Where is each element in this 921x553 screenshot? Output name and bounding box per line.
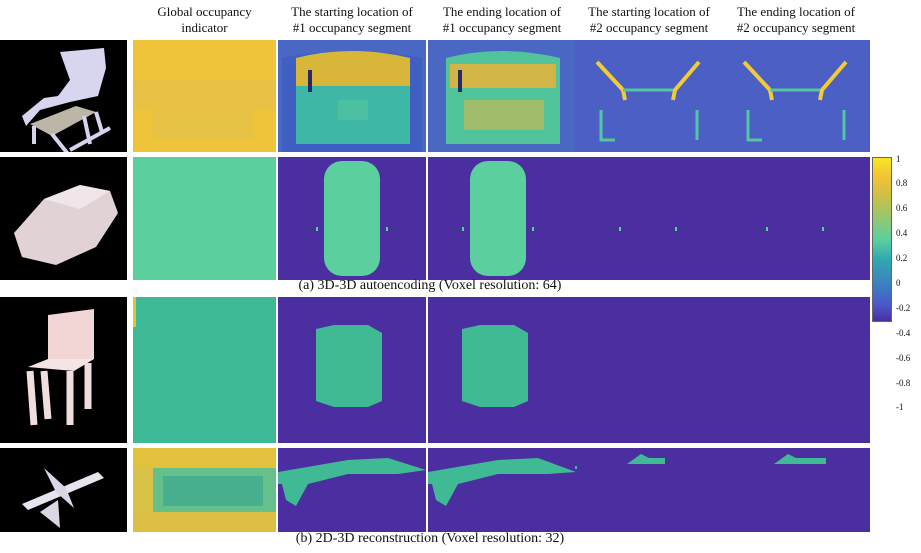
row3-start-seg1-map bbox=[278, 297, 426, 443]
row3-render-chair bbox=[0, 297, 127, 443]
colorbar-tick: -0.2 bbox=[896, 303, 911, 313]
header-global-occupancy: Global occupancy indicator bbox=[157, 4, 252, 35]
row3-end-seg2-map bbox=[722, 297, 870, 443]
colorbar-tick: 0 bbox=[896, 278, 901, 288]
row1-start-seg1-map bbox=[278, 40, 426, 152]
row1-end-seg1-map bbox=[428, 40, 576, 152]
row1-render-chair bbox=[0, 40, 127, 152]
header-start-seg2: The starting location of #2 occupancy se… bbox=[588, 4, 710, 35]
row4-start-seg1-map bbox=[278, 448, 426, 532]
row3-global-occupancy-map bbox=[133, 297, 276, 443]
colorbar bbox=[872, 157, 892, 322]
colorbar-tick: -0.6 bbox=[896, 353, 911, 363]
colorbar-tick: 0.4 bbox=[896, 228, 908, 238]
colorbar-tick: -0.8 bbox=[896, 378, 911, 388]
row2-end-seg1-map bbox=[428, 157, 576, 280]
row1-start-seg2-map bbox=[575, 40, 723, 152]
row4-end-seg2-map bbox=[722, 448, 870, 532]
header-start-seg1: The starting location of #1 occupancy se… bbox=[291, 4, 413, 35]
row2-end-seg2-map bbox=[722, 157, 870, 280]
colorbar-tick: -0.4 bbox=[896, 328, 911, 338]
header-end-seg1: The ending location of #1 occupancy segm… bbox=[442, 4, 562, 35]
colorbar-tick: 0.6 bbox=[896, 203, 908, 213]
row2-render-car bbox=[0, 157, 127, 280]
colorbar-tick: 1 bbox=[896, 154, 901, 164]
row4-render-airplane bbox=[0, 448, 127, 532]
colorbar-tick: -1 bbox=[896, 402, 904, 412]
row2-start-seg2-map bbox=[575, 157, 723, 280]
row1-end-seg2-map bbox=[722, 40, 870, 152]
header-end-seg2: The ending location of #2 occupancy segm… bbox=[736, 4, 856, 35]
row3-start-seg2-map bbox=[575, 297, 723, 443]
row3-end-seg1-map bbox=[428, 297, 576, 443]
row4-start-seg2-map bbox=[575, 448, 723, 532]
colorbar-tick: 0.8 bbox=[896, 178, 908, 188]
row1-global-occupancy-map bbox=[133, 40, 276, 152]
row2-global-occupancy-map bbox=[133, 157, 276, 280]
row2-start-seg1-map bbox=[278, 157, 426, 280]
row4-end-seg1-map bbox=[428, 448, 576, 532]
colorbar-tick: 0.2 bbox=[896, 253, 908, 263]
caption-a: (a) 3D-3D autoencoding (Voxel resolution… bbox=[298, 278, 562, 293]
caption-b: (b) 2D-3D reconstruction (Voxel resoluti… bbox=[295, 531, 565, 546]
row4-global-occupancy-map bbox=[133, 448, 276, 532]
